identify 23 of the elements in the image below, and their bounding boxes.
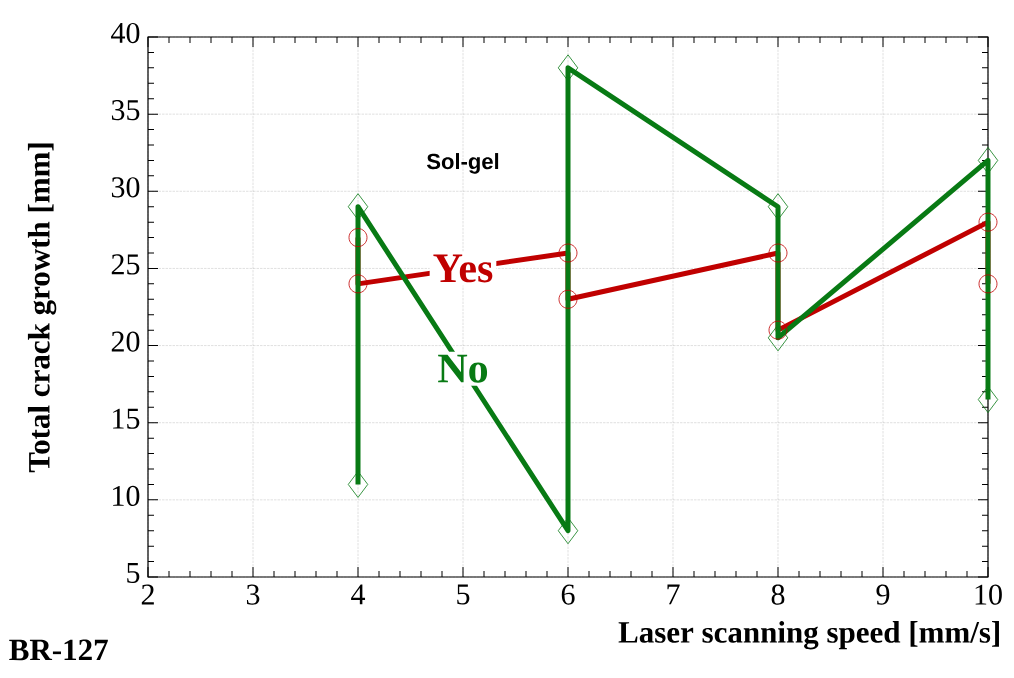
x-tick-label: 3 bbox=[246, 584, 260, 605]
x-tick-label: 6 bbox=[561, 584, 575, 605]
y-tick-label: 40 bbox=[111, 22, 140, 44]
x-tick-label: 8 bbox=[771, 584, 785, 605]
x-tick-label: 9 bbox=[876, 584, 890, 605]
x-tick-label: 4 bbox=[351, 584, 366, 605]
annotation: Sol-gel bbox=[426, 153, 499, 174]
y-tick-label: 20 bbox=[111, 331, 140, 352]
y-tick-label: 10 bbox=[113, 485, 140, 506]
y-tick-label: 25 bbox=[111, 254, 140, 275]
y-axis-title: Total crack growth [mm] bbox=[27, 143, 57, 473]
y-tick-label: 30 bbox=[111, 177, 140, 198]
series-label: Yes bbox=[433, 254, 493, 283]
x-axis-title: Laser scanning speed [mm/s] bbox=[618, 621, 999, 650]
y-tick-label: 35 bbox=[111, 100, 140, 121]
x-tick-label: 2 bbox=[141, 584, 154, 605]
x-tick-label: 5 bbox=[457, 584, 470, 605]
x-tick-label: 10 bbox=[975, 584, 1002, 605]
text: BR-127 bbox=[9, 639, 108, 661]
y-tick-label: 15 bbox=[113, 408, 140, 429]
series-label: No bbox=[438, 354, 488, 383]
y-tick-label: 5 bbox=[127, 563, 140, 583]
x-tick-label: 7 bbox=[667, 584, 680, 605]
